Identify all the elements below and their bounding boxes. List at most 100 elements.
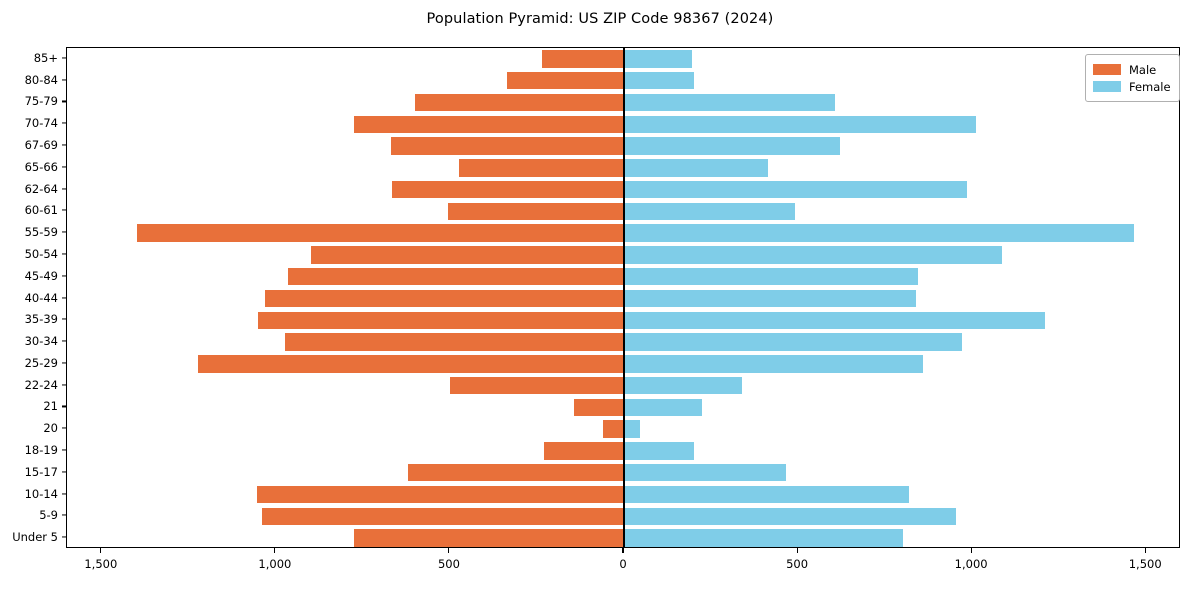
bar-female bbox=[624, 485, 910, 504]
bar-row bbox=[67, 507, 1179, 526]
y-tick-mark bbox=[62, 166, 66, 168]
x-tick-mark bbox=[622, 548, 624, 553]
y-tick-label-5-9: 5-9 bbox=[39, 508, 58, 523]
x-tick-label: 1,000 bbox=[258, 557, 292, 571]
x-tick-mark bbox=[100, 548, 102, 553]
bar-male bbox=[448, 202, 624, 221]
y-tick-mark bbox=[62, 384, 66, 386]
y-tick-mark bbox=[62, 144, 66, 146]
plot-area bbox=[66, 47, 1180, 548]
x-tick-mark bbox=[796, 548, 798, 553]
bar-female bbox=[624, 115, 976, 133]
y-tick-label-80-84: 80-84 bbox=[24, 72, 58, 87]
bar-row bbox=[67, 289, 1179, 308]
y-tick-label-21: 21 bbox=[43, 399, 58, 414]
bar-row bbox=[67, 159, 1179, 177]
x-tick-label: 500 bbox=[437, 557, 460, 571]
y-tick-mark bbox=[62, 318, 66, 320]
y-tick-mark bbox=[62, 492, 66, 495]
y-tick-label-65-66: 65-66 bbox=[24, 159, 58, 174]
bar-male bbox=[261, 507, 624, 526]
bar-row bbox=[67, 180, 1179, 199]
bar-female bbox=[624, 507, 957, 526]
y-tick-mark bbox=[62, 79, 66, 81]
y-tick-label-40-44: 40-44 bbox=[24, 290, 58, 305]
bar-row bbox=[67, 71, 1179, 90]
bar-male bbox=[197, 355, 624, 373]
bar-female bbox=[624, 311, 1046, 329]
bar-row bbox=[67, 93, 1179, 112]
y-tick-label-15-17: 15-17 bbox=[24, 464, 58, 479]
bar-male bbox=[415, 93, 624, 112]
y-tick-label-55-59: 55-59 bbox=[24, 225, 58, 240]
y-tick-mark bbox=[62, 275, 66, 277]
bar-male bbox=[310, 246, 624, 264]
bar-row bbox=[67, 311, 1179, 329]
bar-row bbox=[67, 224, 1179, 242]
y-tick-label-45-49: 45-49 bbox=[24, 268, 58, 283]
y-tick-label-67-69: 67-69 bbox=[24, 138, 58, 153]
x-tick-label: 1,000 bbox=[954, 557, 988, 571]
y-tick-mark bbox=[62, 100, 66, 102]
bar-row bbox=[67, 442, 1179, 460]
y-tick-label-62-64: 62-64 bbox=[24, 181, 58, 196]
bar-row bbox=[67, 333, 1179, 351]
bar-row bbox=[67, 355, 1179, 373]
y-tick-mark bbox=[62, 296, 66, 299]
bars-container bbox=[67, 48, 1179, 547]
y-tick-label-85-: 85+ bbox=[33, 50, 58, 65]
legend-item-male[interactable]: Male bbox=[1093, 61, 1171, 78]
bar-female bbox=[624, 529, 903, 547]
bar-female bbox=[624, 224, 1134, 242]
bar-female bbox=[624, 202, 795, 221]
bar-female bbox=[624, 93, 835, 112]
bar-row bbox=[67, 464, 1179, 482]
bar-male bbox=[354, 115, 624, 133]
bar-male bbox=[573, 398, 624, 417]
bar-female bbox=[624, 333, 962, 351]
bar-male bbox=[408, 464, 624, 482]
bar-male bbox=[507, 71, 624, 90]
y-tick-mark bbox=[62, 340, 66, 342]
x-tick-mark bbox=[970, 548, 972, 553]
bar-row bbox=[67, 485, 1179, 504]
bar-female bbox=[624, 289, 917, 308]
bar-row bbox=[67, 246, 1179, 264]
bar-female bbox=[624, 442, 694, 460]
bar-female bbox=[624, 71, 694, 90]
y-tick-label-60-61: 60-61 bbox=[24, 203, 58, 218]
bar-male bbox=[256, 485, 624, 504]
bar-female bbox=[624, 246, 1002, 264]
bar-male bbox=[258, 311, 624, 329]
bar-male bbox=[543, 442, 624, 460]
bar-male bbox=[354, 529, 624, 547]
y-tick-mark bbox=[62, 209, 66, 211]
bar-row bbox=[67, 115, 1179, 133]
x-tick-label: 0 bbox=[619, 557, 627, 571]
legend-item-female[interactable]: Female bbox=[1093, 78, 1171, 95]
y-tick-label-75-79: 75-79 bbox=[24, 94, 58, 109]
bar-female bbox=[624, 376, 743, 395]
y-tick-label-22-24: 22-24 bbox=[24, 377, 58, 392]
bar-male bbox=[392, 180, 624, 199]
y-tick-label-50-54: 50-54 bbox=[24, 246, 58, 261]
legend-label: Female bbox=[1129, 79, 1171, 94]
y-tick-mark bbox=[62, 57, 66, 59]
legend-label: Male bbox=[1129, 62, 1157, 77]
bar-male bbox=[136, 224, 624, 242]
bar-female bbox=[624, 268, 919, 286]
bar-row bbox=[67, 398, 1179, 417]
bar-male bbox=[390, 137, 624, 155]
bar-row bbox=[67, 50, 1179, 68]
page-title: Population Pyramid: US ZIP Code 98367 (2… bbox=[426, 11, 774, 27]
y-tick-mark bbox=[62, 122, 66, 124]
bar-female bbox=[624, 180, 967, 199]
y-tick-mark bbox=[62, 405, 66, 407]
legend-swatch-female bbox=[1093, 81, 1121, 92]
x-tick-mark bbox=[1144, 548, 1146, 553]
bar-row bbox=[67, 202, 1179, 221]
y-tick-label-10-14: 10-14 bbox=[24, 486, 58, 501]
bar-female bbox=[624, 137, 840, 155]
bar-male bbox=[458, 159, 624, 177]
